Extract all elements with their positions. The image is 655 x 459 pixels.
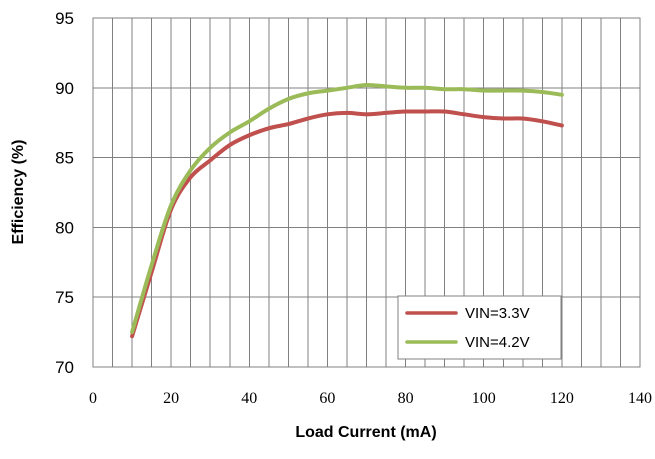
x-tick-label: 100	[472, 390, 496, 407]
series-line-vin-3-3v	[130, 109, 564, 339]
y-tick-label: 90	[55, 79, 74, 98]
y-axis-title: Efficiency (%)	[10, 140, 27, 245]
y-tick-label: 70	[55, 358, 74, 377]
x-tick-label: 20	[163, 390, 179, 407]
legend-label-vin-3-3v: VIN=3.3V	[465, 305, 530, 322]
y-tick-label: 95	[55, 9, 74, 28]
x-tick-label: 0	[89, 390, 97, 407]
y-tick-label: 85	[55, 149, 74, 168]
legend: VIN=3.3V VIN=4.2V	[397, 295, 562, 360]
tick-labels: 70 75 80 85 90 95 0 20 40 60 80 100 120 140	[55, 9, 652, 407]
plot-frame	[92, 17, 641, 368]
x-tick-label: 40	[241, 390, 257, 407]
legend-label-vin-4-2v: VIN=4.2V	[465, 334, 530, 351]
y-tick-label: 75	[55, 288, 74, 307]
legend-box	[397, 295, 562, 360]
y-tick-label: 80	[55, 218, 74, 237]
x-tick-label: 60	[319, 390, 335, 407]
x-tick-label: 80	[398, 390, 414, 407]
series-line-vin-4-2v	[130, 82, 564, 335]
x-axis-title: Load Current (mA)	[295, 424, 436, 441]
x-tick-label: 140	[628, 390, 652, 407]
series-lines	[130, 82, 564, 339]
x-tick-label: 120	[550, 390, 574, 407]
